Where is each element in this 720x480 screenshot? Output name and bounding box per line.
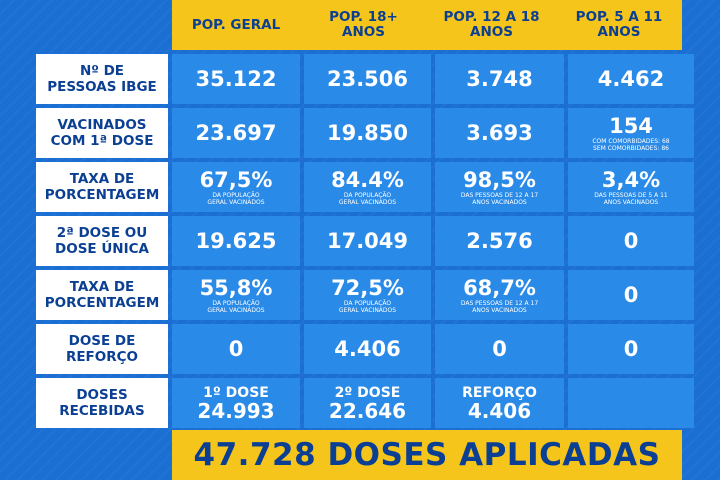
cell-value: 84.4% xyxy=(331,167,404,192)
cell-value: 0 xyxy=(492,337,507,361)
table-cell: 17.049 xyxy=(304,216,431,266)
total-doses-banner: 47.728 DOSES APLICADAS xyxy=(172,430,682,480)
cell-value: 2.576 xyxy=(466,229,533,253)
table-cell: 0 xyxy=(568,324,694,374)
cell-value: 72,5% xyxy=(331,275,404,300)
cell-value: 0 xyxy=(228,337,244,361)
column-header-pop-5-11: POP. 5 A 11 ANOS xyxy=(575,9,663,40)
dose-value: 4.406 xyxy=(467,398,532,423)
table-cell: 3.748 xyxy=(435,54,564,104)
cell-note: DA POPULAÇÃO GERAL VACINADOS xyxy=(338,299,397,314)
cell-note: DAS PESSOAS DE 12 A 17 ANOS VACINADOS xyxy=(460,299,539,314)
cell-value: 4.406 xyxy=(334,337,401,361)
cell-note: COM COMORBIDADES: 68 SEM COMORBIDADES: 8… xyxy=(592,137,670,152)
cell-value: 3,4% xyxy=(601,167,661,192)
cell-value: 55,8% xyxy=(199,275,273,300)
cell-value: 3.693 xyxy=(466,121,533,145)
table-cell: 35.122 xyxy=(172,54,300,104)
table-cell: 3,4% DAS PESSOAS DE 5 A 11 ANOS VACINADOS xyxy=(568,162,694,212)
table-cell: 154 COM COMORBIDADES: 68 SEM COMORBIDADES… xyxy=(568,108,694,158)
cell-note: DA POPULAÇÃO GERAL VACINADOS xyxy=(207,191,265,206)
table-cell: 84.4% DA POPULAÇÃO GERAL VACINADOS xyxy=(304,162,431,212)
doses-cell-1-dose: 1º DOSE 24.993 xyxy=(172,378,300,428)
cell-value: 0 xyxy=(623,337,639,361)
table-cell: 3.693 xyxy=(435,108,564,158)
doses-cell-2-dose: 2º DOSE 22.646 xyxy=(304,378,431,428)
table-cell: 4.406 xyxy=(304,324,431,374)
table-cell: 19.625 xyxy=(172,216,300,266)
doses-cell-empty xyxy=(568,378,694,428)
vaccination-table: Nº DE PESSOAS IBGE 35.122 23.506 3.748 4… xyxy=(36,54,694,428)
cell-note: DAS PESSOAS DE 5 A 11 ANOS VACINADOS xyxy=(594,191,668,206)
cell-value: 67,5% xyxy=(199,167,273,192)
table-cell: 72,5% DA POPULAÇÃO GERAL VACINADOS xyxy=(304,270,431,320)
cell-note: DAS PESSOAS DE 12 A 17 ANOS VACINADOS xyxy=(460,191,539,206)
table-cell: 23.697 xyxy=(172,108,300,158)
cell-note: DA POPULAÇÃO GERAL VACINADOS xyxy=(338,191,397,206)
column-header-bar: POP. GERAL POP. 18+ ANOS POP. 12 A 18 AN… xyxy=(172,0,682,50)
cell-value: 0 xyxy=(623,229,639,253)
column-header-pop-12-18: POP. 12 A 18 ANOS xyxy=(443,9,540,40)
cell-note: DA POPULAÇÃO GERAL VACINADOS xyxy=(207,299,265,314)
table-cell: 23.506 xyxy=(304,54,431,104)
table-cell: 98,5% DAS PESSOAS DE 12 A 17 ANOS VACINAD… xyxy=(435,162,564,212)
cell-value: 23.697 xyxy=(195,121,277,145)
row-label-vacinados-1-dose: VACINADOS COM 1ª DOSE xyxy=(36,108,168,158)
row-label-dose-reforco: DOSE DE REFORÇO xyxy=(36,324,168,374)
table-cell: 4.462 xyxy=(568,54,694,104)
cell-value: 19.625 xyxy=(195,229,277,253)
row-label-pessoas-ibge: Nº DE PESSOAS IBGE xyxy=(36,54,168,104)
column-header-pop-geral: POP. GERAL xyxy=(191,16,281,33)
doses-cell-reforco: REFORÇO 4.406 xyxy=(435,378,564,428)
dose-value: 24.993 xyxy=(197,398,275,423)
cell-value: 154 xyxy=(609,113,653,138)
row-label-taxa-porcentagem-2: TAXA DE PORCENTAGEM xyxy=(36,270,168,320)
cell-value: 19.850 xyxy=(326,121,409,145)
cell-value: 4.462 xyxy=(597,67,665,91)
table-cell: 67,5% DA POPULAÇÃO GERAL VACINADOS xyxy=(172,162,300,212)
cell-value: 3.748 xyxy=(466,67,533,91)
row-label-doses-recebidas: DOSES RECEBIDAS xyxy=(36,378,168,428)
column-header-pop-18-plus: POP. 18+ ANOS xyxy=(329,9,398,40)
cell-value: 98,5% xyxy=(463,167,536,192)
cell-value: 68,7% xyxy=(463,275,536,300)
row-label-taxa-porcentagem-1: TAXA DE PORCENTAGEM xyxy=(36,162,168,212)
table-cell: 55,8% DA POPULAÇÃO GERAL VACINADOS xyxy=(172,270,300,320)
table-cell: 0 xyxy=(172,324,300,374)
table-cell: 68,7% DAS PESSOAS DE 12 A 17 ANOS VACINAD… xyxy=(435,270,564,320)
dose-caption: 1º DOSE xyxy=(203,384,269,401)
cell-value: 0 xyxy=(623,283,639,307)
table-cell: 19.850 xyxy=(304,108,431,158)
table-cell: 0 xyxy=(568,270,694,320)
cell-value: 35.122 xyxy=(195,67,277,91)
row-label-2-dose: 2ª DOSE OU DOSE ÚNICA xyxy=(36,216,168,266)
dose-value: 22.646 xyxy=(328,398,407,423)
table-cell: 2.576 xyxy=(435,216,564,266)
table-cell: 0 xyxy=(568,216,694,266)
dose-caption: 2º DOSE xyxy=(334,384,401,401)
table-cell: 0 xyxy=(435,324,564,374)
cell-value: 23.506 xyxy=(326,67,409,91)
dose-caption: REFORÇO xyxy=(462,384,537,401)
cell-value: 17.049 xyxy=(326,229,409,253)
